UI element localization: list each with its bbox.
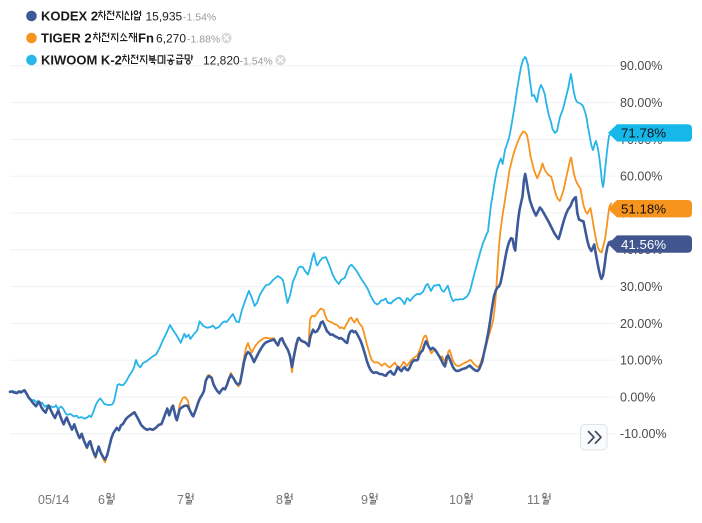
svg-text:KIWOOM K-2: KIWOOM K-2 [41, 53, 122, 68]
svg-text:30.00%: 30.00% [620, 280, 662, 294]
svg-text:-1.54%: -1.54% [183, 12, 216, 24]
svg-text:15,935: 15,935 [146, 10, 183, 24]
svg-text:KODEX 2: KODEX 2 [41, 9, 98, 24]
svg-text:71.78%: 71.78% [621, 126, 666, 141]
svg-text:-1.88%: -1.88% [187, 34, 220, 46]
svg-text:Fn: Fn [138, 31, 154, 46]
svg-text:05/14: 05/14 [38, 493, 69, 507]
svg-text:-1.54%: -1.54% [240, 56, 273, 68]
svg-text:80.00%: 80.00% [620, 96, 662, 110]
svg-text:6: 6 [98, 493, 105, 507]
svg-text:11: 11 [527, 493, 540, 507]
svg-text:20.00%: 20.00% [620, 317, 662, 331]
svg-text:9: 9 [361, 493, 368, 507]
svg-text:10.00%: 10.00% [620, 354, 662, 368]
svg-text:90.00%: 90.00% [620, 59, 662, 73]
svg-text:12,820: 12,820 [203, 54, 240, 68]
svg-text:8: 8 [276, 493, 283, 507]
svg-text:7: 7 [177, 493, 184, 507]
svg-text:-10.00%: -10.00% [620, 427, 667, 441]
svg-text:6,270: 6,270 [156, 32, 186, 46]
svg-text:51.18%: 51.18% [621, 202, 666, 217]
svg-text:10: 10 [449, 493, 463, 507]
svg-text:0.00%: 0.00% [620, 390, 655, 404]
svg-text:TIGER 2: TIGER 2 [41, 31, 92, 46]
svg-text:60.00%: 60.00% [620, 170, 662, 184]
svg-text:41.56%: 41.56% [621, 237, 666, 252]
